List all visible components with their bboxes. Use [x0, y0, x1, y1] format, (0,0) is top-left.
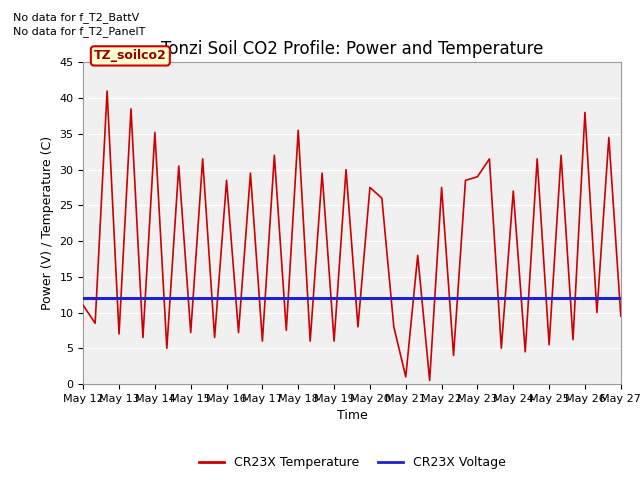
Title: Tonzi Soil CO2 Profile: Power and Temperature: Tonzi Soil CO2 Profile: Power and Temper… [161, 40, 543, 58]
Text: No data for f_T2_BattV: No data for f_T2_BattV [13, 12, 139, 23]
Text: TZ_soilco2: TZ_soilco2 [94, 49, 166, 62]
Text: No data for f_T2_PanelT: No data for f_T2_PanelT [13, 26, 145, 37]
X-axis label: Time: Time [337, 409, 367, 422]
Legend: CR23X Temperature, CR23X Voltage: CR23X Temperature, CR23X Voltage [193, 451, 511, 474]
Y-axis label: Power (V) / Temperature (C): Power (V) / Temperature (C) [41, 136, 54, 310]
